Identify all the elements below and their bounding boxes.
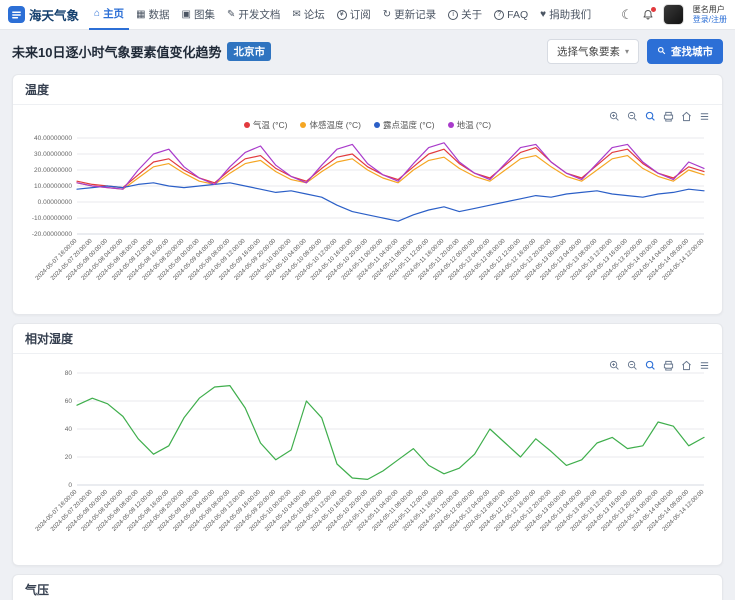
search-icon (657, 46, 666, 58)
export-icon[interactable] (663, 360, 674, 371)
temperature-card-body: 气温 (°C) 体感温度 (°C) 露点温度 (°C) 地温 (°C) 40.0000… (13, 105, 722, 314)
dev-docs-icon: ✎ (226, 8, 236, 20)
navbar-items: ⌂ 主页 ▦ 数据 ▣ 图集 ✎ 开发文档 ✉ 论坛 ¥ 订阅 ↻ 更新记录 i 关于? FAQ ♥ 捐助我们 (89, 0, 596, 30)
nav-item-label: 捐助我们 (549, 9, 592, 21)
brand[interactable]: 海天气象 (8, 5, 79, 24)
top-navbar: 海天气象 ⌂ 主页 ▦ 数据 ▣ 图集 ✎ 开发文档 ✉ 论坛 ¥ 订阅 ↻ 更新记录 i 关于? FAQ ♥ 捐助… (0, 0, 735, 30)
nav-item-atlas[interactable]: ▣ 图集 (177, 0, 220, 30)
export-icon[interactable] (663, 111, 674, 122)
brand-logo-icon (8, 6, 25, 23)
menu-icon[interactable] (699, 360, 710, 371)
nav-item-faq[interactable]: ? FAQ (489, 0, 533, 30)
svg-text:0: 0 (68, 482, 72, 489)
zoom-in-icon[interactable] (609, 111, 620, 122)
pressure-card: 气压 (12, 574, 723, 600)
home-icon[interactable] (681, 360, 692, 371)
nav-item-dev-docs[interactable]: ✎ 开发文档 (222, 0, 285, 30)
temperature-chart[interactable]: 40.00000000 30.00000000 20.00000000 10.0000… (23, 133, 712, 310)
page-header: 未来10日逐小时气象要素值变化趋势 北京市 选择气象要素 ▾ 查找城市 (0, 30, 735, 66)
header-actions: 选择气象要素 ▾ 查找城市 (546, 39, 723, 64)
box-zoom-icon[interactable] (645, 360, 656, 371)
zoom-in-icon[interactable] (609, 360, 620, 371)
menu-icon[interactable] (699, 111, 710, 122)
donate-icon: ♥ (540, 8, 547, 20)
svg-text:60: 60 (65, 398, 73, 405)
nav-item-forum[interactable]: ✉ 论坛 (287, 0, 329, 30)
dark-mode-icon[interactable]: ☾ (621, 6, 633, 22)
legend-item[interactable]: 气温 (°C) (243, 119, 287, 131)
legend-item[interactable]: 体感温度 (°C) (300, 119, 361, 131)
nav-item-label: 开发文档 (238, 9, 281, 21)
svg-text:40: 40 (65, 426, 73, 433)
svg-text:20: 20 (65, 454, 73, 461)
legend-dot-icon (447, 122, 454, 128)
forum-icon: ✉ (292, 8, 301, 20)
chart-toolbar (609, 111, 710, 122)
legend-item[interactable]: 露点温度 (°C) (374, 119, 435, 131)
humidity-chart[interactable]: 80 60 40 20 0 2024-05-07 16:00:00 2024-05-07 2… (23, 368, 712, 561)
nav-item-label: 数据 (148, 9, 170, 21)
nav-item-label: 图集 (193, 9, 215, 21)
nav-item-label: 订阅 (349, 9, 371, 21)
city-badge: 北京市 (227, 42, 271, 61)
changelog-icon: ↻ (382, 8, 392, 20)
faq-icon: ? (494, 9, 505, 20)
legend-dot-icon (243, 122, 250, 128)
svg-text:-10.00000000: -10.00000000 (32, 215, 73, 222)
about-icon: i (448, 9, 459, 20)
find-city-button[interactable]: 查找城市 (647, 39, 723, 64)
user-name: 匿名用户 (692, 5, 725, 15)
chart-toolbar (609, 360, 710, 371)
svg-text:80: 80 (65, 370, 73, 377)
svg-text:0.00000000: 0.00000000 (38, 199, 73, 206)
svg-text:40.00000000: 40.00000000 (34, 135, 72, 142)
page-title-text: 未来10日逐小时气象要素值变化趋势 (12, 45, 222, 60)
nav-item-subscribe[interactable]: ¥ 订阅 (332, 0, 376, 30)
svg-text:20.00000000: 20.00000000 (34, 167, 72, 174)
humidity-card: 相对湿度 80 60 40 20 0 2024-05-07 16:00:00 2024-05… (12, 323, 723, 566)
nav-item-about[interactable]: i 关于 (443, 0, 487, 30)
page-title: 未来10日逐小时气象要素值变化趋势 北京市 (12, 42, 271, 61)
notifications-bell-icon[interactable] (642, 6, 656, 21)
svg-text:-20.00000000: -20.00000000 (32, 231, 73, 238)
nav-item-label: FAQ (507, 8, 529, 21)
nav-item-label: 关于 (461, 9, 483, 21)
legend-item[interactable]: 地温 (°C) (447, 119, 491, 131)
temperature-card-title: 温度 (13, 75, 722, 105)
brand-name: 海天气象 (29, 9, 80, 23)
user-block[interactable]: 匿名用户 登录/注册 (693, 5, 727, 23)
atlas-icon: ▣ (181, 8, 191, 20)
pressure-card-title: 气压 (13, 575, 722, 600)
humidity-card-body: 80 60 40 20 0 2024-05-07 16:00:00 2024-05-07 2… (13, 354, 722, 565)
zoom-out-icon[interactable] (627, 111, 638, 122)
zoom-out-icon[interactable] (627, 360, 638, 371)
legend-dot-icon (374, 122, 380, 128)
box-zoom-icon[interactable] (645, 111, 656, 122)
nav-item-donate[interactable]: ♥ 捐助我们 (535, 0, 596, 30)
svg-text:30.00000000: 30.00000000 (34, 151, 72, 158)
nav-item-label: 论坛 (303, 9, 325, 21)
nav-item-data[interactable]: ▦ 数据 (131, 0, 174, 30)
select-elements-button[interactable]: 选择气象要素 ▾ (546, 39, 639, 64)
home-icon[interactable] (681, 111, 692, 122)
navbar-right: ☾ 匿名用户 登录/注册 (621, 4, 727, 25)
chart-legend: 气温 (°C) 体感温度 (°C) 露点温度 (°C) 地温 (°C) (23, 119, 712, 131)
subscribe-icon: ¥ (336, 9, 347, 20)
temperature-card: 温度 气温 (°C) 体感温度 (°C) 露点温度 (°C) 地温 (°C) 40.0… (12, 74, 723, 315)
user-avatar[interactable] (662, 4, 684, 25)
svg-text:10.00000000: 10.00000000 (34, 183, 72, 190)
nav-item-label: 主页 (103, 8, 125, 20)
nav-item-label: 更新记录 (394, 9, 437, 21)
notification-dot (650, 6, 656, 12)
legend-dot-icon (300, 122, 307, 128)
home-icon: ⌂ (94, 7, 101, 19)
data-icon: ▦ (136, 8, 146, 20)
nav-item-changelog[interactable]: ↻ 更新记录 (378, 0, 441, 30)
chevron-down-icon: ▾ (624, 47, 629, 56)
login-register-link[interactable]: 登录/注册 (692, 14, 727, 24)
humidity-card-title: 相对湿度 (13, 324, 722, 354)
nav-item-home[interactable]: ⌂ 主页 (89, 0, 130, 30)
